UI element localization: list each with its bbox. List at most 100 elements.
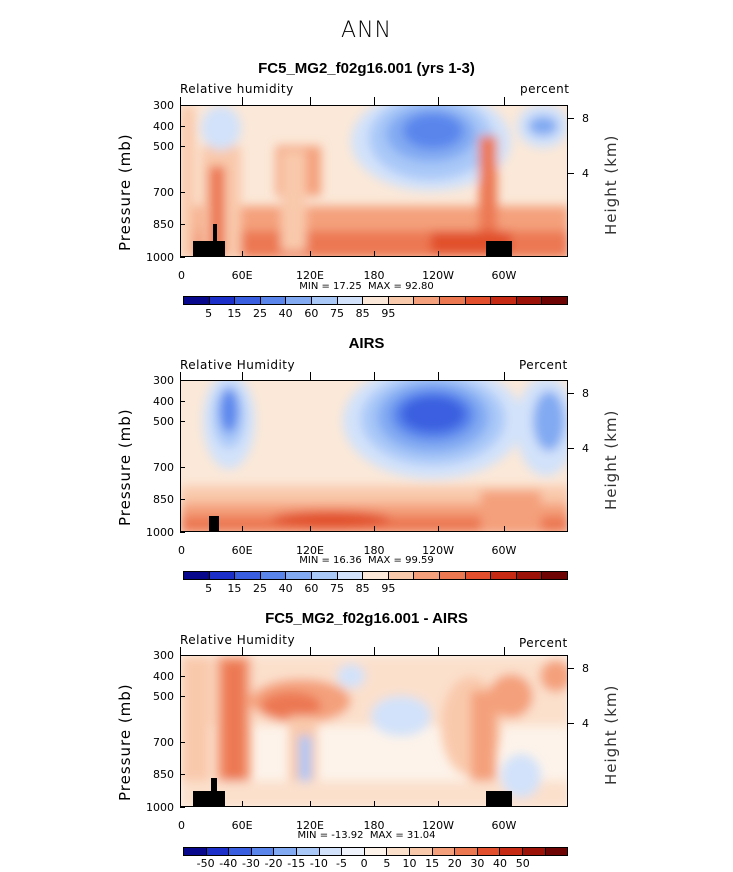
x-tick-label: 120W <box>422 544 454 557</box>
colorbar-swatch <box>409 848 433 855</box>
colorbar-swatch <box>342 848 365 855</box>
y-tick-mark <box>180 421 185 423</box>
units-label: Percent <box>519 358 568 372</box>
max-value: MAX = 31.04 <box>369 830 436 841</box>
x-tick-mark <box>438 526 440 532</box>
x-tick-mark <box>180 251 181 257</box>
colorbar-label: -10 <box>309 857 328 870</box>
colorbar-swatch <box>542 572 567 579</box>
colorbar-label: 40 <box>493 857 508 870</box>
colorbar-swatch <box>455 848 478 855</box>
height-tick-label: 8 <box>582 661 589 675</box>
colorbar-swatch <box>414 297 440 304</box>
colorbar <box>183 847 568 856</box>
height-tick-mark <box>568 117 574 119</box>
height-tick-mark <box>568 173 574 175</box>
x-tick-label: 120E <box>295 269 324 282</box>
x-tick-label: 180 <box>363 269 385 282</box>
min-value: MIN = -13.92 <box>297 830 364 841</box>
x-tick-label: 60E <box>231 269 253 282</box>
x-tick-mark-top <box>503 647 505 655</box>
right-axis-label: Height (km) <box>602 684 620 785</box>
x-tick-mark <box>242 251 244 257</box>
colorbar-swatch <box>184 848 207 855</box>
y-tick-label: 850 <box>153 217 174 231</box>
colorbar-label: -30 <box>241 857 260 870</box>
x-tick-mark <box>374 526 375 532</box>
x-tick-mark <box>242 801 244 807</box>
y-tick-mark <box>180 498 185 500</box>
y-tick-label: 400 <box>153 395 174 409</box>
height-tick-label: 8 <box>582 111 589 125</box>
y-tick-mark <box>180 126 185 128</box>
colorbar-swatch <box>337 297 364 304</box>
x-tick-mark-top <box>374 372 375 380</box>
colorbar-swatch <box>500 848 523 855</box>
colorbar-swatch <box>286 297 312 304</box>
y-tick-label: 500 <box>153 140 174 154</box>
y-tick-mark <box>180 676 185 678</box>
min-max-readout: MIN = -13.92 MAX = 31.04 <box>0 830 733 841</box>
units-label: Percent <box>519 636 568 650</box>
x-tick-mark <box>309 251 311 257</box>
colorbar-label: 40 <box>278 582 293 595</box>
height-tick-label: 4 <box>582 167 589 181</box>
max-value: MAX = 99.59 <box>368 555 434 566</box>
colorbar-swatch <box>184 572 210 579</box>
y-axis-label: Pressure (mb) <box>116 683 134 801</box>
x-tick-mark-top <box>438 647 440 655</box>
y-tick-mark <box>180 105 185 106</box>
colorbar-swatch <box>319 848 343 855</box>
x-tick-mark <box>374 251 375 257</box>
y-tick-label: 1000 <box>146 526 174 539</box>
colorbar-label: 25 <box>253 582 267 595</box>
colorbar-swatch <box>235 572 261 579</box>
y-tick-label: 500 <box>153 415 174 429</box>
height-tick-label: 4 <box>582 442 589 456</box>
x-tick-mark <box>503 801 505 807</box>
y-tick-label: 1000 <box>146 251 174 264</box>
x-tick-label: 60W <box>491 819 517 832</box>
y-tick-label: 400 <box>153 120 174 134</box>
x-tick-label: 60E <box>231 544 253 557</box>
height-tick-label: 8 <box>582 386 589 400</box>
x-tick-mark-top <box>309 372 311 380</box>
x-tick-mark <box>438 251 440 257</box>
x-tick-label: 0 <box>178 544 185 557</box>
x-tick-mark-top <box>374 647 375 655</box>
colorbar-swatch <box>491 297 517 304</box>
colorbar-label: 5 <box>383 857 391 870</box>
y-tick-mark <box>180 401 185 403</box>
x-tick-label: 120E <box>295 819 324 832</box>
y-axis-label: Pressure (mb) <box>116 408 134 526</box>
colorbar-swatch <box>286 572 312 579</box>
panel-model: FC5_MG2_f02g16.001 (yrs 1-3) Relative hu… <box>0 0 733 320</box>
colorbar-label: 75 <box>330 582 344 595</box>
colorbar-label: -20 <box>264 857 283 870</box>
x-tick-label: 0 <box>178 819 185 832</box>
colorbar-label: 25 <box>253 307 267 320</box>
colorbar-label: 85 <box>355 582 370 595</box>
x-tick-label: 60W <box>491 269 517 282</box>
y-tick-mark <box>180 741 185 743</box>
y-tick-mark <box>180 466 185 468</box>
y-tick-mark <box>180 655 185 656</box>
y-tick-label: 300 <box>153 649 174 662</box>
y-tick-label: 700 <box>153 735 174 749</box>
colorbar-swatch <box>432 848 456 855</box>
colorbar-label: -5 <box>336 857 347 870</box>
x-tick-mark <box>309 526 311 532</box>
y-tick-mark <box>180 191 185 193</box>
height-tick-mark <box>568 448 574 450</box>
contour-plot <box>180 105 568 257</box>
panel-title: AIRS <box>348 335 385 352</box>
colorbar-swatch <box>260 572 287 579</box>
colorbar-swatch <box>184 297 210 304</box>
variable-label: Relative humidity <box>180 82 294 96</box>
colorbar-swatch <box>545 848 568 855</box>
x-tick-mark-top <box>242 647 244 655</box>
y-tick-mark <box>180 223 185 225</box>
colorbar-swatch <box>311 297 338 304</box>
colorbar-label: 5 <box>205 307 213 320</box>
colorbar-label: 30 <box>470 857 485 870</box>
